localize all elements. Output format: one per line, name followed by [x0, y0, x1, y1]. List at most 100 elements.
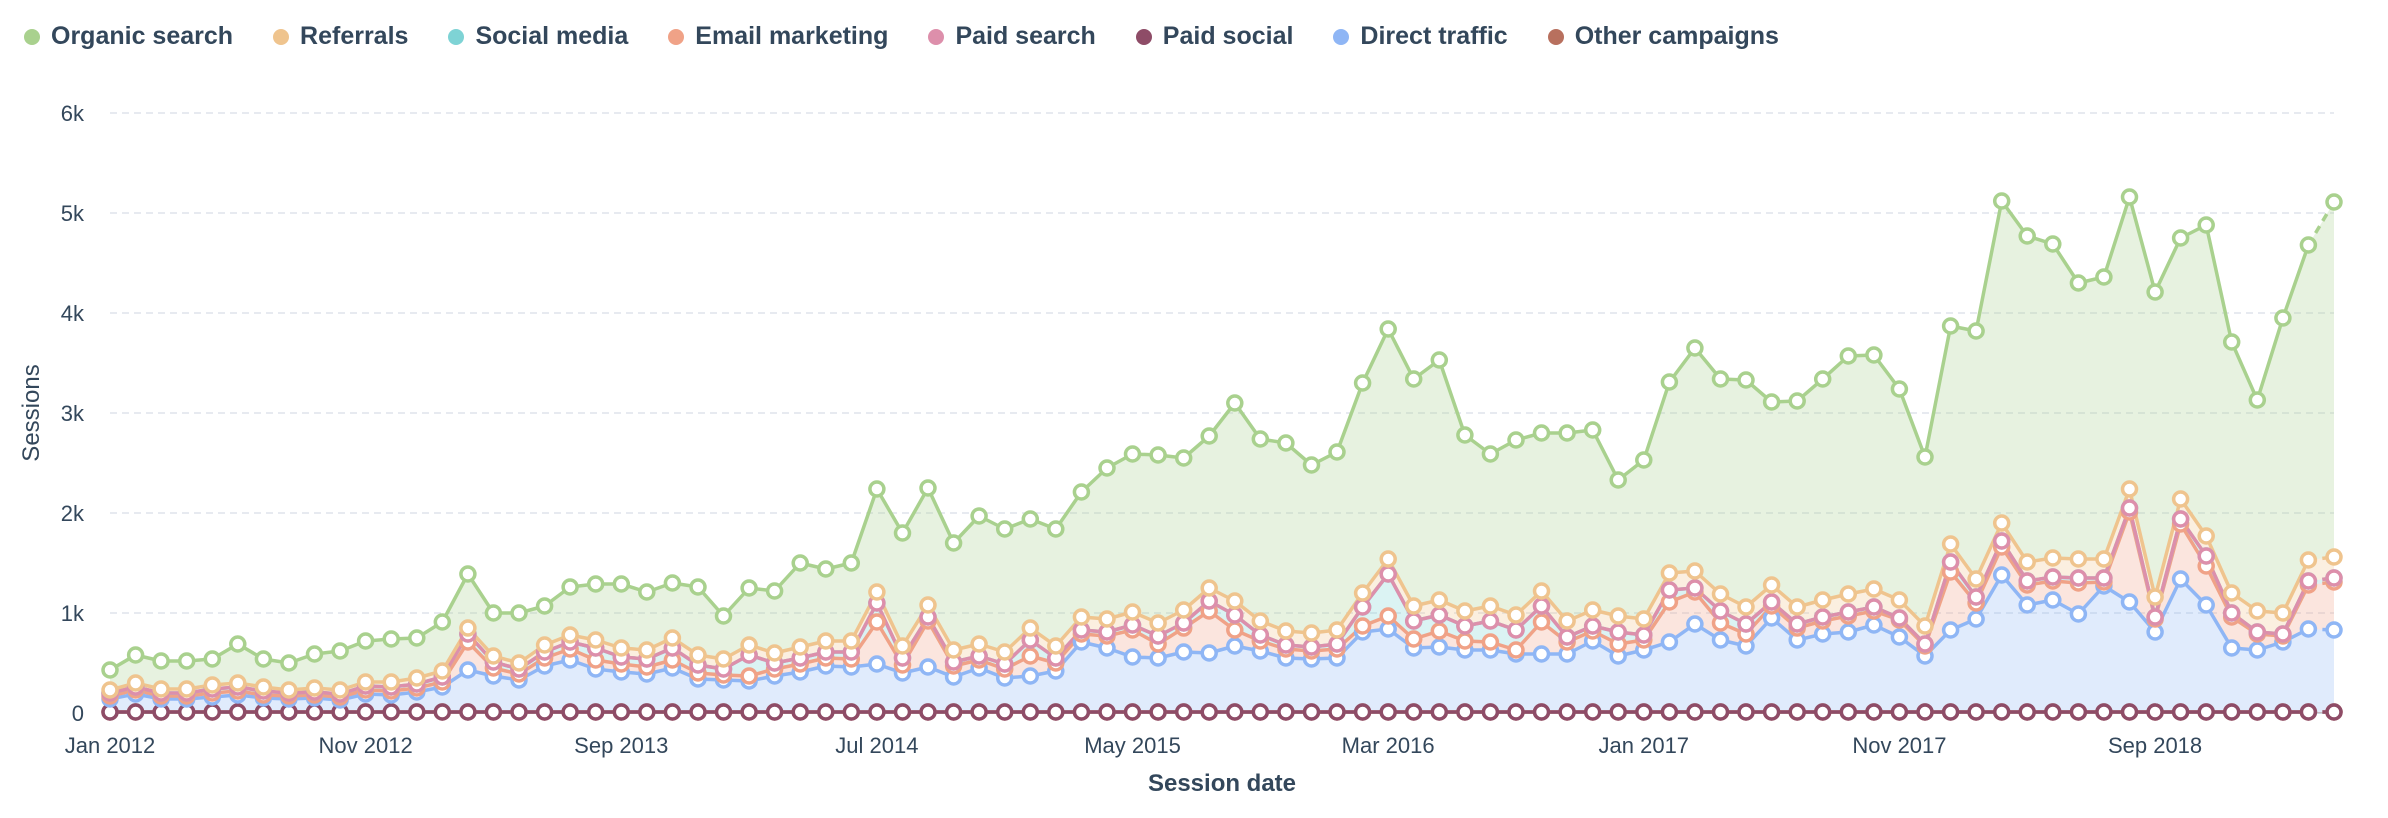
- y-tick-label: 6k: [61, 101, 85, 126]
- data-point: [1404, 370, 1423, 388]
- data-point: [459, 565, 477, 583]
- data-point: [2146, 283, 2164, 301]
- data-point: [1379, 320, 1397, 338]
- data-point: [663, 574, 682, 592]
- data-point: [1098, 703, 1116, 721]
- data-point: [1941, 535, 1960, 553]
- data-point: [868, 480, 886, 498]
- data-point: [2044, 703, 2062, 721]
- data-point: [970, 507, 988, 525]
- data-point: [1456, 632, 1474, 650]
- data-point: [1813, 608, 1832, 626]
- data-point: [1404, 630, 1423, 648]
- data-point: [1992, 192, 2011, 210]
- legend-marker: [928, 28, 945, 45]
- data-point: [791, 638, 809, 656]
- data-point: [1226, 592, 1244, 610]
- data-point: [817, 703, 835, 721]
- data-point: [1711, 370, 1730, 388]
- data-point: [1047, 637, 1065, 655]
- data-point: [2146, 703, 2164, 721]
- data-point: [2222, 584, 2241, 602]
- data-point: [1047, 520, 1065, 538]
- data-point: [2325, 569, 2343, 587]
- data-point: [152, 680, 170, 698]
- data-point: [1353, 374, 1372, 392]
- data-point: [1737, 371, 1755, 389]
- data-point: [1660, 564, 1679, 582]
- x-tick-label: May 2015: [1084, 733, 1181, 758]
- data-point: [1583, 421, 1602, 439]
- legend-item[interactable]: Organic search: [24, 22, 233, 51]
- data-point: [1839, 347, 1858, 365]
- legend-item[interactable]: Direct traffic: [1333, 22, 1508, 51]
- data-point: [1532, 597, 1551, 615]
- data-point: [535, 703, 554, 721]
- data-point: [1226, 637, 1244, 655]
- data-point: [2095, 569, 2113, 587]
- data-point: [1686, 703, 1704, 721]
- data-point: [1021, 647, 1040, 665]
- data-point: [765, 644, 784, 662]
- series-area: [110, 575, 2334, 712]
- data-point: [1916, 703, 1934, 721]
- data-point: [1711, 602, 1730, 620]
- data-point: [484, 604, 503, 622]
- data-point: [408, 703, 426, 721]
- data-point: [1583, 703, 1602, 721]
- data-point: [1328, 635, 1346, 653]
- data-point: [2044, 549, 2062, 567]
- legend-marker: [1333, 28, 1350, 45]
- legend-item[interactable]: Referrals: [273, 22, 408, 51]
- data-point: [408, 629, 426, 647]
- data-point: [1941, 621, 1960, 639]
- data-point: [1532, 645, 1551, 663]
- data-point: [1072, 703, 1091, 721]
- area-layer: [110, 197, 2334, 713]
- legend-label: Referrals: [300, 22, 409, 50]
- data-point: [101, 681, 119, 699]
- data-point: [638, 583, 656, 601]
- data-point: [868, 655, 886, 673]
- data-point: [944, 641, 963, 659]
- data-point: [280, 654, 298, 672]
- data-point: [1532, 613, 1551, 631]
- data-point: [1302, 703, 1321, 721]
- data-point: [433, 662, 452, 680]
- data-point: [229, 674, 247, 692]
- data-point: [2018, 572, 2036, 590]
- data-point: [2069, 274, 2088, 292]
- data-point: [1660, 633, 1679, 651]
- data-point: [995, 520, 1014, 538]
- data-point: [2120, 499, 2139, 517]
- data-point: [2044, 235, 2062, 253]
- legend-item[interactable]: Email marketing: [668, 22, 888, 51]
- data-point: [1635, 703, 1653, 721]
- x-tick-label: Sep 2018: [2108, 733, 2202, 758]
- data-point: [561, 626, 579, 644]
- data-point: [305, 645, 324, 663]
- data-point: [1967, 610, 1985, 628]
- data-point: [1149, 703, 1167, 721]
- data-point: [2248, 391, 2267, 409]
- data-point: [1226, 394, 1244, 412]
- data-point: [510, 604, 528, 622]
- data-point: [1839, 585, 1858, 603]
- data-point: [1481, 633, 1500, 651]
- data-point: [1123, 648, 1142, 666]
- data-point: [1353, 598, 1372, 616]
- data-point: [1609, 703, 1627, 721]
- data-point: [1865, 346, 1883, 364]
- data-point: [740, 636, 758, 654]
- data-point: [1456, 602, 1474, 620]
- legend-item[interactable]: Paid social: [1135, 22, 1293, 51]
- legend-item[interactable]: Other campaigns: [1547, 22, 1779, 51]
- data-point: [2171, 229, 2190, 247]
- data-point: [1481, 703, 1500, 721]
- legend-item[interactable]: Paid search: [928, 22, 1096, 51]
- y-tick-label: 3k: [61, 401, 85, 426]
- data-point: [791, 554, 809, 572]
- data-point: [1609, 607, 1627, 625]
- legend-item[interactable]: Social media: [448, 22, 628, 51]
- data-point: [1992, 532, 2011, 550]
